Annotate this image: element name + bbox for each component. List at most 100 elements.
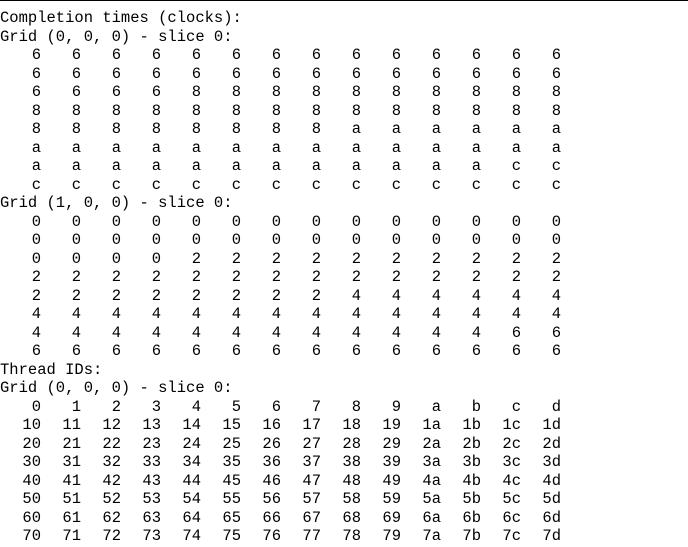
grid-cell: b	[471, 397, 481, 416]
grid-cell: 2	[191, 249, 201, 268]
grid-cell: 6	[551, 342, 561, 360]
grid-cell: 61	[62, 508, 81, 527]
grid-cell: 2	[551, 268, 561, 286]
grid-cell: a	[111, 157, 121, 175]
grid-cell: 37	[302, 453, 321, 471]
grid-cell: a	[271, 157, 281, 175]
grid-cell: a	[431, 120, 441, 138]
grid-cell: 0	[31, 212, 41, 231]
grid-cell: 6	[191, 46, 201, 64]
grid-cell: a	[231, 138, 241, 157]
grid-cell: 4	[511, 305, 521, 323]
grid-cell: 8	[311, 83, 321, 101]
grid-cell: 6	[151, 342, 161, 360]
grid-cell: 79	[382, 527, 401, 545]
grid-cell: 2	[311, 286, 321, 305]
grid-cell: 6	[111, 83, 121, 101]
grid-row: 30 31 32 33 34 35 36 37 38 39 3a 3b 3c 3d	[0, 453, 688, 472]
grid-cell: 5d	[542, 490, 561, 508]
grid-cell: 2	[551, 249, 561, 268]
grid-cell: 76	[262, 527, 281, 545]
grid-cell: 16	[262, 416, 281, 434]
grid-cell: 54	[182, 490, 201, 508]
grid-cell: 4	[471, 323, 481, 342]
grid-cell: 2	[511, 268, 521, 286]
grid-cell: 8	[351, 101, 361, 120]
grid-cell: 6	[111, 342, 121, 360]
grid-cell: a	[271, 138, 281, 157]
grid-cell: 36	[262, 453, 281, 471]
grid-cell: 9	[391, 397, 401, 416]
grid-cell: 58	[342, 490, 361, 508]
grid-cell: 2	[311, 249, 321, 268]
grid-cell: a	[191, 138, 201, 157]
grid-cell: 6	[511, 323, 521, 342]
grid-cell: 74	[182, 527, 201, 545]
grid-cell: 2	[111, 286, 121, 305]
grid-cell: d	[551, 397, 561, 416]
grid-cell: 4	[151, 305, 161, 323]
grid-row: 2 2 2 2 2 2 2 2 2 2 2 2 2 2	[0, 268, 688, 287]
grid-cell: 3	[151, 397, 161, 416]
grid-cell: 19	[382, 416, 401, 434]
grid-cell: 43	[142, 471, 161, 490]
grid-cell: 6	[311, 64, 321, 83]
grid-cell: 0	[431, 212, 441, 231]
grid-cell: 8	[151, 120, 161, 138]
grid-cell: a	[151, 138, 161, 157]
grid-cell: 2	[391, 268, 401, 286]
grid-row: 20 21 22 23 24 25 26 27 28 29 2a 2b 2c 2d	[0, 435, 688, 454]
grid-cell: 8	[151, 101, 161, 120]
grid-cell: 26	[262, 434, 281, 453]
grid-cell: 3a	[422, 453, 441, 471]
grid-cell: 57	[302, 490, 321, 508]
grid-cell: 8	[271, 83, 281, 101]
grid-cell: 0	[431, 231, 441, 249]
grid-row: 6 6 6 6 6 6 6 6 6 6 6 6 6 6	[0, 65, 688, 84]
grid-cell: 62	[102, 508, 121, 527]
grid-cell: 6	[191, 64, 201, 83]
grid-cell: 6	[391, 342, 401, 360]
grid-row: 0 1 2 3 4 5 6 7 8 9 a b c d	[0, 398, 688, 417]
grid-cell: a	[311, 138, 321, 157]
grid-cell: 2	[271, 286, 281, 305]
grid-cell: 0	[311, 231, 321, 249]
grid-cell: 30	[22, 453, 41, 471]
grid-cell: 4c	[502, 471, 521, 490]
grid-cell: c	[431, 175, 441, 194]
grid-cell: 11	[62, 416, 81, 434]
grid-cell: 2	[111, 397, 121, 416]
grid-cell: 2	[231, 249, 241, 268]
grid-cell: 60	[22, 508, 41, 527]
grid-cell: 6	[351, 342, 361, 360]
grid-row: 60 61 62 63 64 65 66 67 68 69 6a 6b 6c 6d	[0, 509, 688, 528]
grid-cell: 2	[31, 268, 41, 286]
grid-row: 40 41 42 43 44 45 46 47 48 49 4a 4b 4c 4d	[0, 472, 688, 491]
grid-cell: c	[511, 397, 521, 416]
grid-cell: 0	[71, 212, 81, 231]
grid-cell: 53	[142, 490, 161, 508]
grid-row: 0 0 0 0 0 0 0 0 0 0 0 0 0 0	[0, 213, 688, 232]
grid-cell: 63	[142, 508, 161, 527]
grid-cell: 7b	[462, 527, 481, 545]
grid-cell: 8	[351, 83, 361, 101]
grid-cell: 6	[391, 46, 401, 64]
grid-cell: 4d	[542, 471, 561, 490]
grid-cell: 29	[382, 434, 401, 453]
grid-cell: 0	[551, 212, 561, 231]
grid-cell: 8	[71, 101, 81, 120]
grid-cell: 0	[151, 249, 161, 268]
grid-cell: 2	[31, 286, 41, 305]
grid-cell: 31	[62, 453, 81, 471]
grid-cell: 1d	[542, 416, 561, 434]
grid-row: 50 51 52 53 54 55 56 57 58 59 5a 5b 5c 5d	[0, 490, 688, 509]
grid-cell: 4	[31, 323, 41, 342]
top-divider	[0, 0, 688, 1]
grid-cell: 5a	[422, 490, 441, 508]
grid-cell: 4	[191, 305, 201, 323]
grid-cell: 14	[182, 416, 201, 434]
grid-cell: 2d	[542, 434, 561, 453]
grid-cell: c	[311, 175, 321, 194]
grid-cell: a	[71, 138, 81, 157]
grid-cell: 70	[22, 527, 41, 545]
